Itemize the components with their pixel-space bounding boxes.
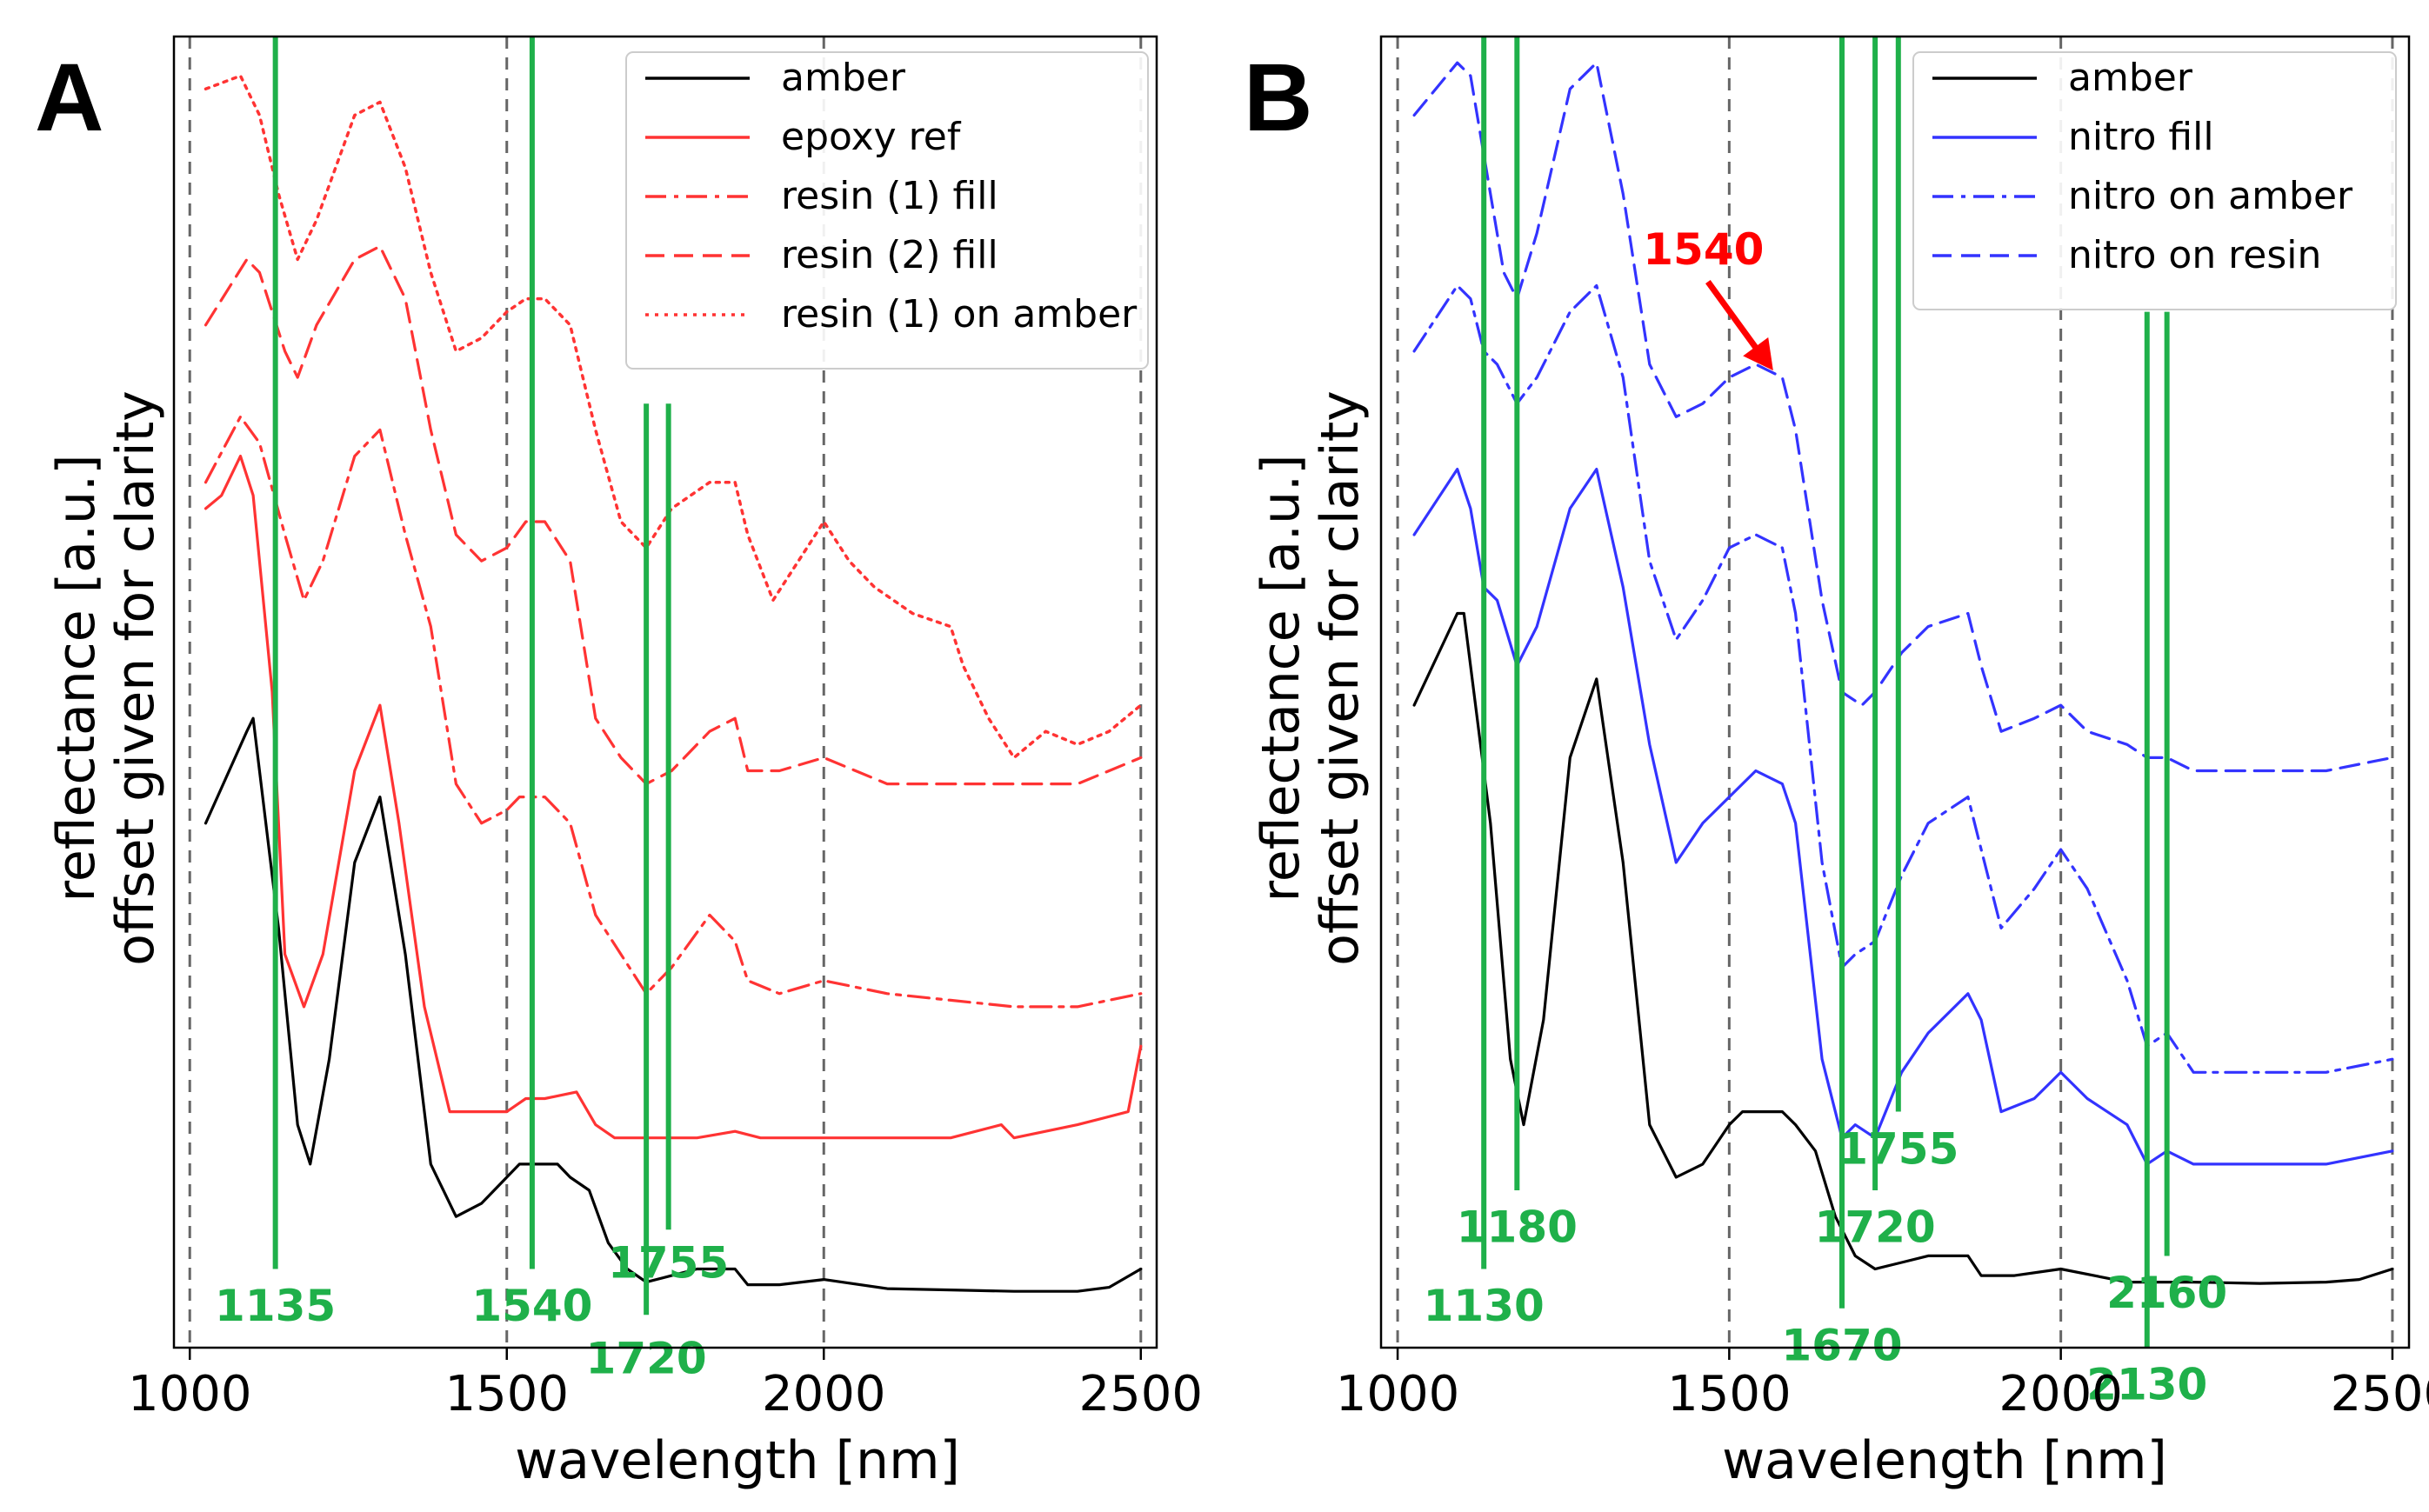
marker-1180-label: 1180	[1457, 1202, 1578, 1253]
panel-b-annotation: 1540	[1643, 224, 1773, 371]
series-nitro-on-resin-line	[1412, 61, 2394, 773]
marker-1670-label: 1670	[1781, 1320, 1902, 1370]
panel-b: B 1130 1180 1670 1720 1755 2130 2160 1540 1000…	[1244, 35, 2429, 1491]
panel-b-legend-box	[1912, 51, 2397, 310]
panel-a-xlabel: wavelength [nm]	[515, 1430, 960, 1491]
panel-a-ticks: 1000 1500 2000 2500	[128, 1348, 1203, 1422]
marker-1720-label: 1720	[1815, 1202, 1936, 1253]
panel-b-legend: amber nitro fill nitro on amber nitro on re…	[1912, 51, 2397, 310]
panel-b-letter: B	[1244, 44, 1312, 151]
series-amber-line	[1412, 611, 2394, 1285]
marker-2130-label: 2130	[2086, 1360, 2207, 1410]
panel-b-ticks: 1000 1500 2000 2500	[1336, 1348, 2429, 1422]
legend-label-epoxy-ref: epoxy ref	[781, 115, 962, 159]
panel-b-markers: 1130 1180 1670 1720 1755 2130 2160	[1424, 37, 2227, 1410]
marker-1130-label: 1130	[1424, 1281, 1545, 1331]
legend-label-amber: amber	[2068, 56, 2193, 100]
panel-b-ylabel-line1: reflectance [a.u.]	[1251, 454, 1311, 902]
marker-1135-label: 1135	[215, 1281, 336, 1331]
panel-b-tick-label: 2500	[2331, 1366, 2429, 1422]
panel-b-ylabel-line2: offset given for clarity	[1310, 390, 1371, 965]
series-resin-2-fill-line	[204, 244, 1143, 786]
panel-a-tick-label: 1000	[128, 1366, 252, 1422]
panel-b-series	[1412, 61, 2394, 1285]
panel-b-tick-label: 2000	[1999, 1366, 2123, 1422]
legend-label-resin-2-fill: resin (2) fill	[781, 233, 998, 277]
series-nitro-on-amber-line	[1412, 283, 2394, 1074]
annotation-arrow-head	[1743, 337, 1773, 371]
panel-b-frame	[1379, 35, 2411, 1349]
legend-label-nitro-on-amber: nitro on amber	[2068, 174, 2353, 218]
panel-a-tick-label: 2500	[1079, 1366, 1204, 1422]
series-epoxy-ref-line	[204, 455, 1143, 1140]
legend-label-resin-1-on-amber: resin (1) on amber	[781, 292, 1138, 336]
panel-a-tick-label: 2000	[762, 1366, 886, 1422]
panel-a-series	[204, 74, 1143, 1293]
series-nitro-fill-line	[1412, 468, 2394, 1166]
series-amber-line	[204, 716, 1143, 1293]
legend-label-nitro-fill: nitro fill	[2068, 115, 2214, 159]
panel-b-tick-label: 1000	[1336, 1366, 1460, 1422]
panel-a-frame	[172, 35, 1158, 1349]
marker-1720-label: 1720	[586, 1334, 707, 1384]
legend-label-amber: amber	[781, 56, 906, 100]
legend-label-nitro-on-resin: nitro on resin	[2068, 233, 2321, 277]
annotation-1540-label: 1540	[1643, 224, 1764, 275]
series-resin-1-on-amber-line	[204, 74, 1143, 760]
panel-b-xlabel: wavelength [nm]	[1722, 1430, 2167, 1491]
panel-a-tick-label: 1500	[444, 1366, 569, 1422]
series-resin-1-fill-line	[204, 415, 1143, 1009]
panel-a-legend-box	[625, 51, 1149, 370]
marker-2160-label: 2160	[2106, 1268, 2227, 1318]
legend-label-resin-1-fill: resin (1) fill	[781, 174, 998, 218]
marker-1755-label: 1755	[1838, 1123, 1959, 1174]
panel-a-ylabel-line1: reflectance [a.u.]	[46, 454, 107, 902]
panel-b-tick-label: 1500	[1667, 1366, 1792, 1422]
panel-a-letter: A	[35, 44, 103, 151]
marker-1755-label: 1755	[608, 1237, 729, 1288]
panel-a-ylabel-line2: offset given for clarity	[105, 390, 166, 965]
marker-1540-label: 1540	[471, 1281, 592, 1331]
annotation-arrow-shaft	[1705, 280, 1764, 357]
panel-a-legend: amber epoxy ref resin (1) fill resin (2) fi…	[625, 51, 1149, 370]
